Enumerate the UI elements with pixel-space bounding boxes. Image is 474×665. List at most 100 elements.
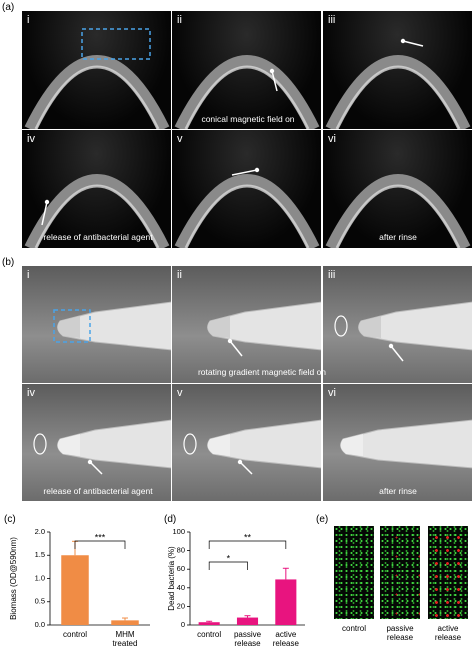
arrow-head — [254, 167, 260, 173]
bar — [111, 620, 139, 625]
tube-highlight — [184, 184, 310, 248]
significance-bracket — [208, 561, 248, 570]
image-label: v — [177, 133, 183, 145]
photo-art — [33, 419, 171, 475]
tube-arch — [174, 55, 320, 129]
arrow — [89, 461, 103, 475]
significance-bracket — [208, 540, 287, 549]
photo: v — [172, 384, 321, 501]
image-label: v — [177, 387, 183, 399]
y-tick-label: 0.0 — [35, 620, 45, 629]
photo-art — [334, 301, 472, 362]
photo-art — [207, 301, 321, 357]
image-label: iii — [328, 269, 336, 281]
fluorescence-image — [380, 526, 420, 619]
selection-box — [81, 28, 151, 60]
tube-highlight — [34, 184, 160, 248]
photo: iii — [323, 266, 472, 383]
significance-label: * — [227, 553, 231, 563]
y-tick-label: 100 — [172, 527, 185, 536]
photo-art — [325, 38, 471, 129]
arrow — [402, 40, 424, 47]
panel-label: (a) — [2, 2, 15, 13]
pipette-tip — [207, 316, 230, 338]
image-label: control — [341, 624, 367, 633]
photo: vi — [323, 384, 472, 501]
arrow — [231, 169, 258, 176]
photo: ii — [172, 266, 321, 383]
photo-art — [340, 419, 472, 469]
bar — [198, 622, 220, 625]
image-label: active release — [434, 624, 462, 642]
photo: vi — [323, 130, 472, 248]
arrow-head — [237, 459, 243, 465]
photo: iii — [323, 11, 472, 129]
arrow — [229, 340, 243, 357]
image-label: ii — [177, 269, 182, 281]
x-tick-label: passive release — [233, 630, 262, 648]
significance-bracket — [74, 540, 126, 549]
image-label: iii — [328, 14, 336, 26]
photo: i — [22, 266, 171, 383]
tube-arch — [24, 55, 170, 129]
image-label: passive release — [386, 624, 414, 642]
photo: iv — [22, 384, 171, 501]
photo-art — [183, 419, 321, 475]
caption: release of antibacterial agent — [43, 486, 153, 496]
arrow-head — [227, 338, 233, 344]
rotation-arrow — [183, 433, 197, 455]
y-tick-label: 1.5 — [35, 550, 45, 559]
x-tick-label: active release — [272, 630, 299, 648]
x-tick-label: control — [62, 630, 88, 639]
panel-label: (d) — [164, 514, 177, 525]
y-tick-label: 0.5 — [35, 597, 45, 606]
significance-label: *** — [95, 532, 106, 542]
panel-label: (e) — [316, 514, 329, 525]
arrow-head — [269, 68, 275, 74]
y-tick-label: 20 — [177, 601, 185, 610]
bar — [61, 555, 89, 625]
image-label: i — [27, 14, 30, 26]
photo: ii — [172, 11, 321, 129]
photo-art — [325, 174, 471, 248]
photo-art — [174, 167, 320, 248]
caption: conical magnetic field on — [201, 114, 295, 124]
tube-arch — [174, 174, 320, 248]
pipette-tip — [358, 316, 381, 338]
arrow — [390, 345, 404, 362]
image-label: iv — [27, 387, 35, 399]
image-label: iv — [27, 133, 35, 145]
pipette-tip — [340, 434, 363, 456]
significance-label: ** — [244, 532, 252, 542]
tube-arch — [24, 174, 170, 248]
pipette-tip — [57, 434, 80, 456]
tube-arch — [325, 55, 471, 129]
tube-highlight — [184, 65, 310, 129]
fluorescence-image — [334, 526, 374, 619]
caption: after rinse — [379, 232, 417, 242]
panel-label: (b) — [2, 257, 15, 268]
y-axis-label: Dead bacteria (%) — [167, 546, 176, 611]
caption: release of antibacterial agent — [43, 232, 153, 242]
caption: after rinse — [379, 486, 417, 496]
image-label: vi — [328, 387, 336, 399]
y-tick-label: 2.0 — [35, 527, 45, 536]
rotation-arrow — [33, 433, 47, 455]
arrow-head — [44, 199, 50, 205]
tube-highlight — [335, 184, 461, 248]
tube-highlight — [335, 65, 461, 129]
y-tick-label: 1.0 — [35, 573, 45, 582]
photo: v — [172, 130, 321, 248]
photo: iv — [22, 130, 171, 248]
image-label: vi — [328, 133, 336, 145]
y-tick-label: 40 — [177, 583, 185, 592]
image-label: i — [27, 269, 30, 281]
tube-highlight — [34, 65, 160, 129]
arrow-head — [400, 38, 406, 44]
arrow — [239, 461, 253, 475]
fluorescence-image — [428, 526, 468, 619]
photo-art — [24, 28, 170, 129]
y-tick-label: 80 — [177, 546, 185, 555]
image-label: ii — [177, 14, 182, 26]
